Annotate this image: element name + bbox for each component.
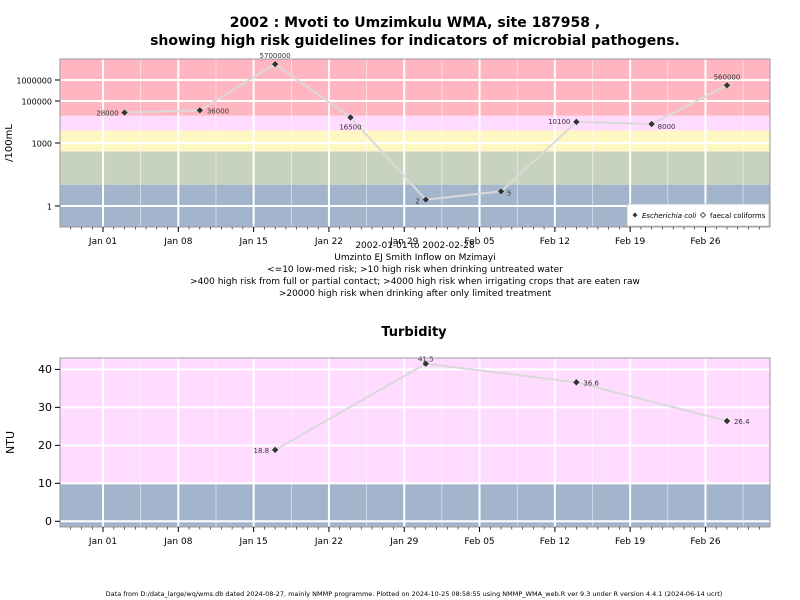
legend-marker-open: [699, 211, 707, 219]
y-tick-label: 10: [38, 477, 52, 490]
data-point: [421, 359, 430, 368]
data-point: [723, 81, 731, 90]
microbial-data-points: [120, 60, 731, 204]
risk-note-line3: >20000 high risk when drinking after onl…: [279, 289, 552, 299]
x-tick-label: Feb 12: [540, 237, 570, 247]
y-tick-label: 0: [45, 515, 52, 528]
turbidity-bands: [60, 358, 770, 527]
date-range-note: 2002-01-01 to 2002-02-28: [355, 241, 475, 251]
risk-band: [60, 59, 770, 116]
x-tick-label: Jan 08: [163, 537, 192, 547]
x-tick-label: Feb 19: [615, 537, 646, 547]
data-point: [572, 118, 581, 126]
microbial-legend: Escherichia coli faecal coliforms: [626, 203, 770, 227]
data-point: [271, 60, 280, 68]
risk-band: [60, 130, 770, 152]
x-tick-label: Jan 01: [88, 537, 117, 547]
microbial-data-labels: 28000 36000 5700000 16500 2 5 10100 8000 560000: [96, 52, 740, 206]
y-tick-label: 1000000: [16, 77, 52, 86]
risk-note-line1: <=10 low-med risk; >10 high risk when dr…: [267, 265, 563, 275]
risk-note-line2: >400 high risk from full or partial cont…: [190, 277, 640, 287]
microbial-grid: [60, 59, 770, 227]
data-point: [647, 120, 656, 128]
data-label: 28000: [96, 110, 118, 118]
y-axis-label: /100mL: [4, 124, 15, 162]
y-tick-label: 20: [38, 439, 52, 452]
x-tick-label: Feb 19: [615, 237, 646, 247]
data-point: [120, 108, 129, 117]
data-label: 26.4: [734, 418, 750, 426]
data-point: [346, 113, 355, 122]
data-point: [572, 378, 581, 387]
x-tick-label: Jan 29: [389, 537, 418, 547]
turbidity-series-line: [274, 362, 728, 451]
data-label: 18.8: [254, 447, 270, 455]
y-tick-label: 30: [38, 401, 52, 414]
microbial-axes: Jan 01 Jan 08 Jan 15 Jan 22 Jan 29 Feb 05 Feb …: [4, 58, 771, 247]
data-label: 5700000: [260, 52, 291, 60]
footer-source-note: Data from D:/data_large/wq/wms.db dated …: [106, 590, 723, 598]
x-tick-label: Jan 08: [163, 237, 192, 247]
y-axis-label: NTU: [4, 431, 17, 454]
data-label: 560000: [714, 73, 741, 81]
data-label: 16500: [339, 123, 361, 131]
risk-band: [60, 151, 770, 185]
legend-label: Escherichia coli: [642, 212, 696, 220]
data-point: [421, 195, 430, 204]
chart-title-line1: 2002 : Mvoti to Umzimkulu WMA, site 1879…: [230, 15, 600, 31]
x-tick-label: Jan 15: [239, 237, 268, 247]
x-tick-label: Feb 12: [540, 537, 570, 547]
data-point: [271, 446, 280, 454]
x-tick-label: Feb 05: [464, 237, 494, 247]
data-label: 41.5: [418, 356, 434, 364]
chart-title-line2: showing high risk guidelines for indicat…: [150, 33, 680, 49]
data-point: [195, 106, 204, 115]
data-label: 10100: [548, 118, 570, 126]
x-tick-label: Feb 26: [690, 237, 721, 247]
x-tick-label: Jan 29: [389, 237, 418, 247]
turbidity-axes: Jan 01 Jan 08 Jan 15 Jan 22 Jan 29 Feb 05 Feb …: [4, 357, 771, 547]
data-label: 2: [415, 198, 419, 206]
x-tick-label: Feb 05: [464, 537, 494, 547]
data-label: 5: [507, 189, 511, 197]
data-point: [723, 417, 731, 425]
y-tick-label: 1: [47, 203, 52, 212]
x-tick-label: Jan 15: [239, 537, 268, 547]
data-label: 36000: [207, 107, 229, 115]
y-tick-label: 1000: [32, 140, 52, 149]
series-line: [274, 362, 728, 451]
x-tick-label: Feb 26: [690, 537, 721, 547]
legend-marker-filled: [632, 212, 638, 218]
turbidity-data-labels: 18.8 41.5 36.6 26.4: [254, 356, 751, 455]
risk-band: [60, 358, 770, 484]
turbidity-title: Turbidity: [381, 325, 447, 340]
data-label: 36.6: [583, 379, 599, 387]
x-tick-label: Jan 22: [314, 537, 343, 547]
y-tick-label: 100000: [21, 98, 52, 107]
site-name-note: Umzinto EJ Smith Inflow on Mzimayi: [334, 253, 495, 263]
x-tick-label: Jan 22: [314, 237, 343, 247]
turbidity-data-points: [271, 359, 731, 454]
legend-box: [626, 203, 770, 227]
data-label: 8000: [658, 123, 676, 131]
data-point: [497, 187, 505, 196]
x-tick-label: Jan 01: [88, 237, 117, 247]
y-tick-label: 40: [38, 363, 52, 376]
legend-label: faecal coliforms: [710, 212, 766, 220]
